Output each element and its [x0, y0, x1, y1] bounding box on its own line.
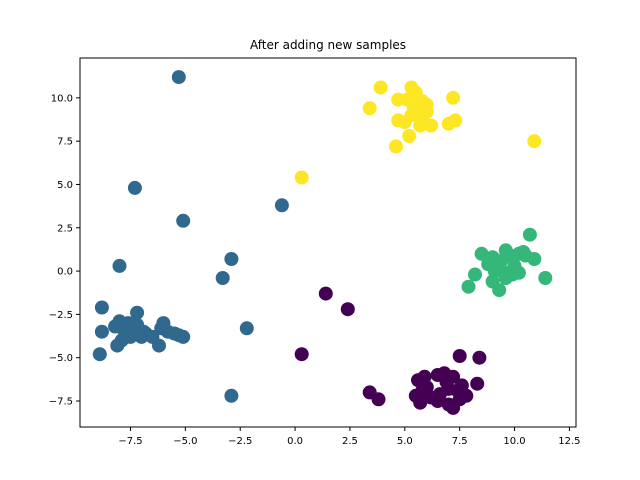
scatter-point [130, 305, 145, 320]
scatter-point [417, 369, 432, 384]
scatter-point [215, 271, 230, 285]
scatter-point [224, 252, 239, 266]
scatter-point [454, 378, 469, 393]
plot-points [92, 70, 553, 415]
y-tick-label: −7.5 [49, 397, 73, 408]
scatter-point [154, 321, 169, 336]
scatter-point [176, 213, 191, 228]
scatter-point [419, 104, 434, 119]
scatter-point [389, 139, 403, 154]
scatter-point [171, 70, 186, 85]
x-tick-label: 7.5 [452, 436, 468, 447]
scatter-point [92, 347, 107, 362]
scatter-point [318, 286, 333, 301]
scatter-point [127, 180, 142, 195]
scatter-point [94, 300, 109, 315]
x-tick-label: 0.0 [287, 436, 303, 447]
scatter-point [448, 113, 463, 128]
scatter-point [406, 99, 421, 114]
scatter-point [136, 324, 151, 339]
scatter-point [176, 329, 191, 344]
x-tick-label: 10.0 [503, 436, 525, 447]
y-tick-label: 7.5 [57, 137, 73, 148]
scatter-point [123, 329, 138, 344]
scatter-point [371, 392, 386, 407]
y-tick-label: 2.5 [57, 223, 73, 234]
scatter-point [340, 302, 355, 317]
scatter-point [362, 101, 377, 116]
x-tick-label: −5.0 [173, 436, 197, 447]
x-tick-label: 2.5 [342, 436, 358, 447]
scatter-point [522, 227, 537, 242]
scatter-point [373, 80, 388, 95]
scatter-point [474, 246, 489, 261]
scatter-point [538, 271, 553, 285]
scatter-point [430, 394, 445, 408]
scatter-point [470, 376, 485, 391]
scatter-point [492, 283, 507, 298]
x-tick-label: 5.0 [397, 436, 413, 447]
scatter-point [152, 338, 166, 353]
y-axis: −7.5 −5.0 −2.5 0.0 2.5 5.0 7.5 10.0 [49, 93, 80, 408]
scatter-point [294, 347, 309, 362]
y-tick-label: 5.0 [57, 180, 73, 191]
scatter-point [511, 265, 526, 280]
scatter-point [419, 380, 434, 395]
scatter-point [446, 90, 461, 105]
scatter-point [487, 264, 502, 279]
scatter-point [518, 248, 533, 263]
scatter-point [413, 395, 428, 410]
scatter-point [294, 170, 309, 185]
x-tick-label: −7.5 [118, 436, 142, 447]
scatter-point [94, 324, 109, 339]
scatter-point [424, 118, 439, 133]
scatter-point [527, 134, 542, 149]
scatter-point [472, 350, 487, 365]
scatter-point [274, 198, 289, 213]
scatter-point [239, 321, 254, 336]
x-tick-label: −2.5 [228, 436, 252, 447]
y-tick-label: −2.5 [49, 310, 73, 321]
x-axis: −7.5 −5.0 −2.5 0.0 2.5 5.0 7.5 10.0 12.5 [118, 427, 581, 447]
y-tick-label: −5.0 [49, 353, 73, 364]
scatter-point [446, 400, 461, 415]
scatter-point [452, 349, 467, 363]
scatter-point [461, 279, 476, 294]
scatter-point [439, 375, 454, 389]
x-tick-label: 12.5 [558, 436, 580, 447]
chart-title: After adding new samples [250, 38, 406, 52]
scatter-point [468, 267, 482, 282]
scatter-point [413, 118, 428, 133]
scatter-point [402, 129, 417, 143]
y-tick-label: 10.0 [51, 93, 73, 104]
y-tick-label: 0.0 [57, 267, 73, 278]
scatter-point [112, 258, 127, 273]
plot-frame [79, 57, 577, 428]
scatter-point [501, 265, 515, 280]
scatter-point [224, 388, 239, 403]
